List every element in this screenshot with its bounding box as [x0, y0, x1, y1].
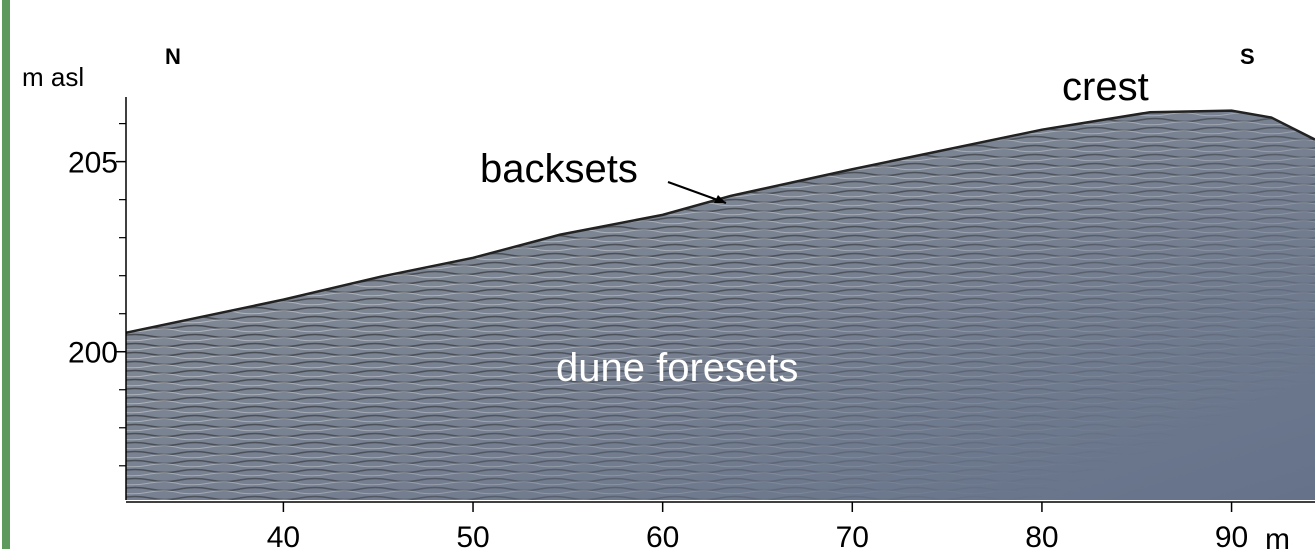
south-label: S — [1240, 44, 1255, 69]
north-label: N — [165, 44, 181, 69]
y-axis-label: m asl — [22, 62, 84, 92]
side-bar — [2, 0, 10, 549]
reflection-pattern — [126, 77, 1315, 500]
annotation: backsets — [480, 147, 638, 191]
x-axis-unit: m — [1265, 523, 1290, 549]
radargram — [126, 77, 1315, 500]
y-tick-label: 200 — [68, 337, 118, 370]
x-tick-label: 90 — [1215, 521, 1248, 549]
x-tick-label: 60 — [646, 521, 679, 549]
reflections — [126, 77, 1315, 500]
annotation: crest — [1062, 65, 1149, 109]
x-tick-label: 50 — [456, 521, 489, 549]
annotation: dune foresets — [556, 346, 798, 390]
x-tick-label: 80 — [1025, 521, 1058, 549]
figure: m asl N S crest backsets dune foresets m… — [0, 0, 1315, 549]
x-tick-label: 40 — [267, 521, 300, 549]
x-tick-label: 70 — [836, 521, 869, 549]
y-tick-label: 205 — [68, 147, 118, 180]
